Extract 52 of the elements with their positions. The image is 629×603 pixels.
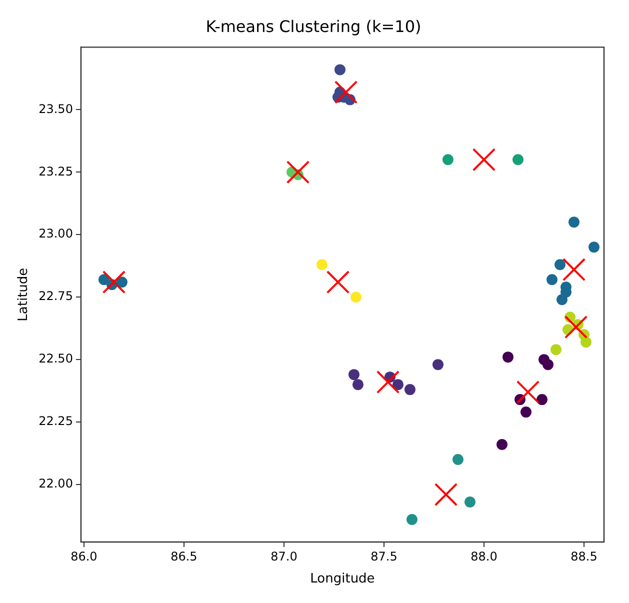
point bbox=[116, 276, 128, 288]
point bbox=[464, 496, 476, 508]
point bbox=[502, 352, 514, 363]
point bbox=[562, 258, 586, 282]
y-tick-label: 22.75 bbox=[38, 289, 73, 304]
point bbox=[580, 336, 592, 348]
point bbox=[434, 482, 458, 506]
y-tick-label: 22.25 bbox=[38, 414, 73, 428]
point bbox=[554, 259, 566, 270]
point bbox=[516, 380, 540, 404]
point bbox=[392, 379, 404, 390]
point bbox=[564, 315, 588, 339]
x-tick-label: 86.0 bbox=[70, 549, 98, 564]
point bbox=[520, 406, 532, 418]
point bbox=[542, 359, 554, 370]
x-tick-label: 88.5 bbox=[570, 549, 598, 564]
point bbox=[334, 80, 358, 104]
y-tick-label: 22.00 bbox=[38, 476, 73, 491]
point bbox=[376, 370, 400, 394]
y-tick-label: 23.50 bbox=[38, 102, 73, 116]
point bbox=[556, 294, 568, 306]
point bbox=[452, 454, 464, 466]
point bbox=[316, 259, 328, 270]
point bbox=[350, 292, 362, 303]
point bbox=[334, 64, 346, 76]
point bbox=[588, 242, 600, 253]
point bbox=[352, 379, 364, 390]
point bbox=[404, 384, 416, 396]
point bbox=[496, 439, 508, 450]
point bbox=[472, 148, 496, 172]
point bbox=[536, 394, 548, 406]
point bbox=[102, 270, 126, 294]
point bbox=[546, 274, 558, 286]
point bbox=[326, 270, 350, 294]
y-tick-label: 23.00 bbox=[38, 226, 73, 241]
point bbox=[406, 514, 418, 526]
chart-title: K-means Clustering (k=10) bbox=[206, 16, 422, 36]
point bbox=[442, 154, 454, 166]
point bbox=[512, 154, 524, 166]
point bbox=[550, 344, 562, 356]
x-tick-label: 87.0 bbox=[270, 549, 298, 564]
point bbox=[432, 359, 444, 370]
point bbox=[568, 216, 580, 228]
x-tick-label: 87.5 bbox=[370, 549, 398, 564]
x-tick-label: 86.5 bbox=[170, 549, 198, 564]
point bbox=[348, 369, 360, 380]
y-tick-label: 23.25 bbox=[38, 164, 73, 178]
x-tick-label: 88.0 bbox=[470, 549, 498, 564]
point bbox=[286, 160, 310, 184]
y-axis-title: Latitude bbox=[16, 268, 32, 322]
y-tick-label: 22.50 bbox=[38, 352, 73, 366]
x-axis-title: Longitude bbox=[310, 572, 375, 587]
